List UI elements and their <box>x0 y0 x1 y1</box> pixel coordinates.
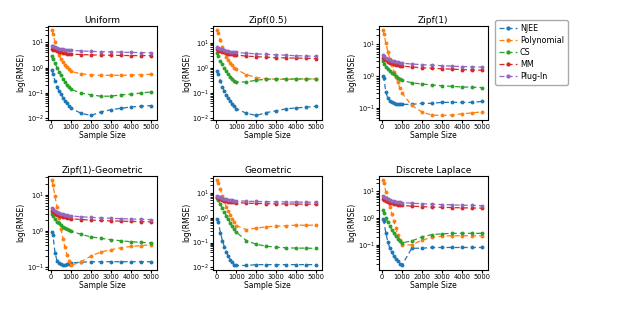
X-axis label: Sample Size: Sample Size <box>244 281 291 290</box>
Title: Zipf(1): Zipf(1) <box>418 16 449 25</box>
X-axis label: Sample Size: Sample Size <box>79 131 126 140</box>
Title: Zipf(0.5): Zipf(0.5) <box>248 16 287 25</box>
Y-axis label: log(RMSE): log(RMSE) <box>348 53 356 93</box>
Y-axis label: log(RMSE): log(RMSE) <box>182 203 191 242</box>
Y-axis label: log(RMSE): log(RMSE) <box>182 53 191 93</box>
Title: Discrete Laplace: Discrete Laplace <box>396 166 471 175</box>
Title: Uniform: Uniform <box>84 16 120 25</box>
X-axis label: Sample Size: Sample Size <box>410 281 456 290</box>
X-axis label: Sample Size: Sample Size <box>410 131 456 140</box>
Legend: NJEE, Polynomial, CS, MM, Plug-In: NJEE, Polynomial, CS, MM, Plug-In <box>495 20 568 84</box>
Title: Zipf(1)-Geometric: Zipf(1)-Geometric <box>61 166 143 175</box>
X-axis label: Sample Size: Sample Size <box>79 281 126 290</box>
Title: Geometric: Geometric <box>244 166 292 175</box>
Y-axis label: log(RMSE): log(RMSE) <box>17 53 26 93</box>
Y-axis label: log(RMSE): log(RMSE) <box>348 203 356 242</box>
X-axis label: Sample Size: Sample Size <box>244 131 291 140</box>
Y-axis label: log(RMSE): log(RMSE) <box>17 203 26 242</box>
